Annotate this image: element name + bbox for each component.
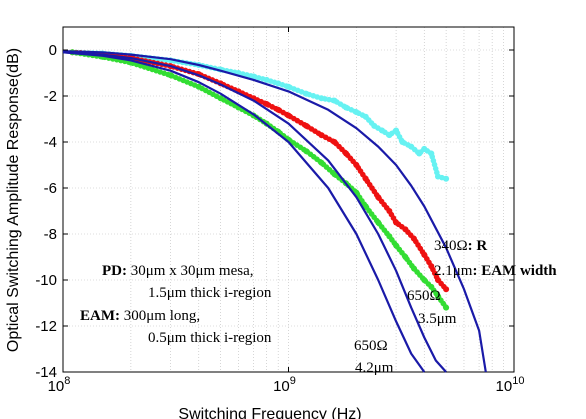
series-red-point — [331, 139, 338, 145]
curve3-label-line1: 650Ω — [354, 338, 388, 354]
series-green-point — [303, 148, 310, 155]
series-cyan-point — [393, 127, 400, 134]
annotation-eam: EAM: 300μm long, — [80, 308, 200, 324]
model-curve-4 — [62, 51, 447, 373]
model-curve-5 — [62, 51, 426, 373]
series-red-point — [428, 263, 435, 270]
y-tick-label: -4 — [44, 134, 57, 151]
series-green-point — [167, 72, 174, 79]
series-cyan-point — [275, 80, 282, 87]
series-green-point — [375, 219, 382, 226]
series-cyan-point — [408, 143, 415, 150]
series-cyan-point — [428, 150, 435, 157]
series-cyan-point — [434, 173, 441, 180]
series-green-point — [362, 203, 369, 210]
series-red-point — [393, 219, 400, 226]
x-tick-label: 108 — [48, 375, 71, 395]
series-red-line — [69, 49, 449, 292]
y-tick-label: 0 — [49, 42, 57, 59]
series-cyan-point — [250, 73, 257, 80]
series-red-point — [303, 122, 310, 129]
series-cyan-point — [379, 127, 386, 134]
series-cyan-point — [353, 109, 360, 116]
series-red-point — [263, 101, 270, 108]
x-tick-exponent: 9 — [290, 375, 296, 387]
x-tick-exponent: 8 — [64, 375, 70, 387]
y-tick-label: -14 — [35, 364, 57, 381]
annotation-pd: PD: 30μm x 30μm mesa, — [102, 263, 254, 279]
series-red-point — [375, 194, 382, 201]
x-tick-exponent: 10 — [512, 375, 524, 387]
series-green-point — [434, 293, 441, 300]
x-tick-mantissa: 10 — [496, 378, 513, 395]
series-cyan-point — [371, 122, 378, 129]
y-tick-label: -8 — [44, 226, 57, 243]
curve3-label-line2: 4.2μm — [355, 360, 394, 376]
series-cyan-point — [416, 150, 423, 157]
annotation-eam-bold: EAM: — [80, 308, 120, 324]
series-cyan-point — [285, 83, 292, 90]
annotation-pd-line1: 30μm x 30μm mesa, — [127, 263, 254, 279]
series-red-point — [318, 132, 325, 139]
series-cyan-point — [263, 76, 270, 83]
series-red-point — [343, 150, 350, 157]
series-green-point — [421, 277, 428, 283]
curve1-label1: : R — [468, 238, 488, 254]
y-axis-title: Optical Switching Amplitude Response(dB) — [5, 48, 22, 352]
series-red-point — [410, 235, 417, 242]
curve1-label2: : EAM width — [472, 263, 557, 279]
annotation-eam-line1: 300μm long, — [120, 308, 200, 324]
series-green-point — [402, 254, 409, 260]
series-green-point — [217, 95, 224, 102]
series-green-point — [331, 171, 338, 178]
series-green-point — [443, 304, 450, 311]
series-cyan-point — [421, 145, 428, 152]
series-red-point — [434, 277, 441, 283]
series-red-point — [443, 286, 450, 293]
series-green-point — [386, 233, 393, 240]
series-cyan-point — [362, 113, 369, 120]
series-red-point — [362, 175, 369, 182]
y-tick-label: -2 — [44, 88, 57, 105]
series-red-point — [386, 208, 393, 214]
series-cyan-point — [303, 90, 310, 97]
curve1-label-line2: 2.1μm: EAM width — [434, 263, 557, 279]
y-tick-label: -12 — [35, 318, 57, 335]
series-green-point — [410, 265, 417, 272]
curve1-label-line1: 340Ω: R — [434, 238, 487, 254]
annotation-pd-bold: PD: — [102, 263, 127, 279]
annotation-eam-line2: 0.5μm thick i-region — [148, 330, 272, 346]
series-cyan-point — [399, 139, 406, 145]
curve2-label-line2: 3.5μm — [418, 311, 457, 327]
annotation-pd-line2: 1.5μm thick i-region — [148, 285, 272, 301]
curve1-value2: 2.1μm — [434, 263, 473, 279]
x-tick-label: 1010 — [496, 375, 525, 395]
series-red-point — [285, 112, 292, 119]
series-red-point — [353, 162, 360, 168]
series-red-point — [421, 251, 428, 258]
series-red-point — [275, 106, 282, 113]
series-cyan-point — [331, 97, 338, 104]
series-green-point — [195, 83, 202, 90]
y-tick-label: -6 — [44, 180, 57, 197]
x-axis-title: Switching Frequency (Hz) — [178, 406, 361, 419]
series-layer — [62, 49, 487, 373]
series-cyan-point — [386, 132, 393, 139]
series-cyan-point — [443, 175, 450, 182]
curve1-value1: 340Ω — [434, 238, 468, 254]
series-green-point — [318, 159, 325, 166]
series-cyan-point — [343, 104, 350, 111]
x-tick-mantissa: 10 — [48, 378, 65, 395]
x-tick-label: 109 — [273, 375, 296, 395]
series-cyan-point — [318, 95, 325, 102]
series-green-point — [428, 283, 435, 290]
model-curve-3 — [62, 50, 487, 373]
series-red-point — [402, 226, 409, 233]
x-tick-mantissa: 10 — [273, 378, 290, 395]
series-green-point — [393, 242, 400, 249]
curve2-label-line1: 650Ω — [407, 288, 441, 304]
y-tick-label: -10 — [35, 272, 57, 289]
